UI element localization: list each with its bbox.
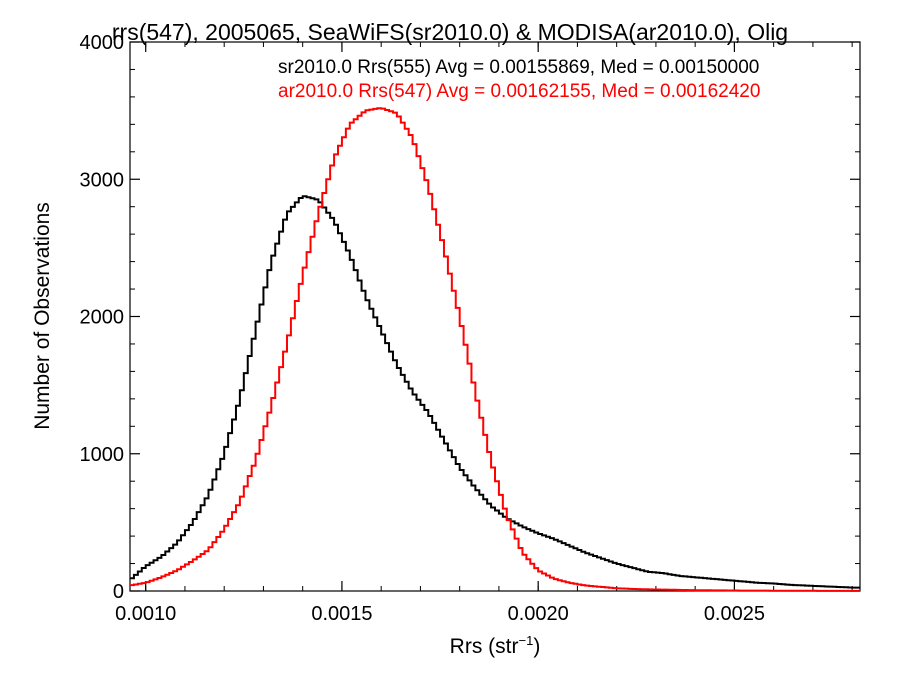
y-tick-label: 1000 (80, 444, 125, 466)
x-tick-label: 0.0020 (508, 603, 569, 625)
x-axis-label-text: Rrs (str (450, 635, 519, 658)
y-tick-label: 4000 (80, 32, 125, 54)
x-tick-label: 0.0015 (311, 603, 372, 625)
x-axis-label-sup: −1 (519, 633, 534, 648)
series-layer (130, 107, 860, 592)
y-tick-label: 3000 (80, 169, 125, 191)
chart-title: rrs(547), 2005065, SeaWiFS(sr2010.0) & M… (112, 19, 788, 45)
legend-entry-1: sr2010.0 Rrs(555) Avg = 0.00155869, Med … (278, 57, 759, 78)
x-axis-label: Rrs (str−1) (450, 633, 541, 658)
legend: sr2010.0 Rrs(555) Avg = 0.00155869, Med … (278, 57, 760, 102)
series-line-1 (130, 195, 860, 589)
x-tick-label: 0.0010 (115, 603, 176, 625)
y-axis-label: Number of Observations (31, 202, 54, 430)
x-tick-label: 0.0025 (704, 603, 765, 625)
legend-entry-2: ar2010.0 Rrs(547) Avg = 0.00162155, Med … (278, 81, 760, 102)
y-tick-label: 2000 (80, 307, 125, 329)
x-axis-label-end: ) (533, 635, 540, 658)
y-tick-label: 0 (113, 581, 124, 603)
series-line-2 (130, 107, 860, 592)
axis-ticks: 0.0010 0.0015 0.0020 0.0025 0 1000 2000 3000 400… (80, 32, 860, 625)
